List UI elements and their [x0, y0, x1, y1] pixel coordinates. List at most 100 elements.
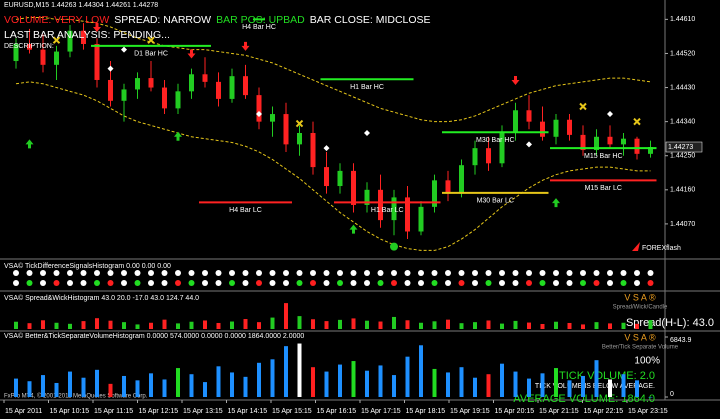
level-label: H4 Bar LC [229, 207, 262, 214]
histogram-bar [486, 374, 491, 397]
signal-dot [26, 280, 33, 286]
signal-dot [539, 280, 546, 286]
histogram-bar [500, 363, 504, 397]
histogram-bar [554, 368, 558, 397]
histogram-bar [257, 322, 261, 329]
histogram-bar [351, 318, 356, 329]
candle-body [216, 81, 221, 99]
histogram-bar [459, 367, 464, 397]
band-line [15, 16, 651, 123]
buy-arrow [349, 224, 358, 234]
sell-arrow [187, 49, 196, 59]
x-tick-label: 15 Apr 16:15 [317, 408, 357, 415]
signal-dot [512, 270, 519, 276]
x-tick-label: 15 Apr 21:15 [539, 408, 579, 415]
signal-dot [310, 280, 316, 286]
percent: 100% [634, 356, 660, 367]
y-tick-label: 1.44520 [670, 50, 695, 57]
histogram-bar [176, 323, 180, 329]
histogram-bar [135, 380, 140, 397]
level-label: M15 Bar LC [585, 185, 622, 192]
signal-dot [202, 280, 208, 286]
signal-dot [107, 270, 114, 276]
x-tick-label: 15 Apr 10:15 [50, 408, 90, 415]
signal-dot [337, 270, 343, 276]
histogram-bar [27, 381, 32, 397]
signal-dot [485, 270, 492, 276]
histogram-bar [243, 319, 248, 329]
histogram-bar [365, 320, 369, 329]
signal-dot [418, 270, 424, 276]
histogram-bar [162, 379, 167, 397]
candle-body [324, 167, 329, 187]
histogram-bar [189, 321, 194, 329]
signal-dot [526, 270, 532, 276]
signal-cross [52, 36, 61, 44]
signal-dot [634, 270, 640, 276]
histogram-bar [432, 368, 437, 397]
buy-arrow [174, 131, 182, 141]
signal-cross [295, 119, 304, 128]
signal-dot [296, 270, 303, 276]
signal-dot [499, 280, 505, 286]
histogram-bar [392, 375, 396, 397]
analysis-item: SPREAD: NARROW [114, 14, 212, 26]
brand: V S A ® [624, 332, 656, 342]
signal-dot [323, 270, 330, 276]
candle-body [121, 89, 127, 101]
signal-dot [566, 280, 573, 286]
signal-dot [390, 242, 398, 251]
signal-dot [580, 270, 586, 276]
signal-dot [80, 280, 87, 286]
histogram-bar [446, 319, 450, 329]
histogram-bar [95, 318, 99, 329]
histogram-bar [54, 382, 59, 397]
histogram-bar [378, 321, 383, 329]
symbol-line: EURUSD,M15 1.44263 1.44304 1.44261 1.442… [4, 2, 158, 9]
sell-arrow [93, 22, 101, 32]
y-tick-label: 1.44160 [670, 187, 695, 194]
signal-dot [161, 270, 168, 276]
readout: Spread(H-L): 43.0 [626, 317, 714, 329]
signal-dot [121, 270, 127, 276]
brand: V S A ® [624, 292, 656, 302]
histogram-bar [513, 371, 518, 397]
candle-body [13, 43, 19, 62]
buy-arrow [552, 198, 560, 208]
signal-dot [269, 270, 276, 276]
signal-diamond [323, 145, 330, 152]
signal-dot [229, 270, 235, 276]
histogram-bar [365, 370, 369, 397]
analysis-header: VOLUME: VERY LOW SPREAD: NARROW BAR POS: U… [4, 13, 436, 51]
signal-dot [485, 280, 492, 286]
histogram-bar [122, 375, 126, 397]
histogram-bar [608, 323, 612, 329]
x-tick-label: 15 Apr 23:15 [628, 408, 668, 415]
histogram-bar [14, 378, 18, 397]
signal-dot [472, 280, 478, 286]
histogram-bar [594, 322, 599, 329]
candle-body [594, 136, 599, 151]
histogram-bar [567, 322, 572, 329]
x-tick-label: 15 Apr 20:15 [495, 408, 535, 415]
signal-dot [148, 280, 154, 286]
candle-body [486, 148, 491, 164]
histogram-bar [311, 319, 315, 329]
analysis-item: VOLUME: VERY LOW [4, 14, 110, 26]
signal-diamond [364, 130, 370, 136]
description: DESCRIPTION: [4, 43, 54, 50]
histogram-bar [297, 316, 302, 329]
candle-body [270, 114, 275, 122]
signal-dot [175, 270, 181, 276]
histogram-bar [473, 377, 477, 397]
signal-dot [242, 270, 249, 276]
candle-body [607, 136, 613, 145]
candle-body [229, 76, 235, 99]
x-tick-label: 15 Apr 22:15 [584, 408, 624, 415]
signal-cross [147, 36, 155, 44]
level-label: M30 Bar HC [476, 137, 515, 144]
signal-dot [566, 270, 573, 276]
histogram-bar [527, 322, 531, 329]
histogram-bar [324, 371, 329, 397]
signal-dot [391, 270, 397, 276]
